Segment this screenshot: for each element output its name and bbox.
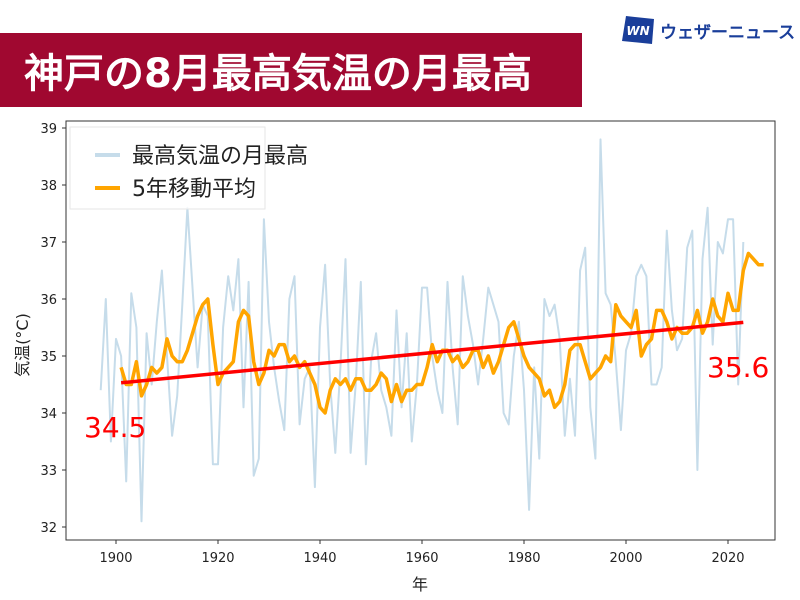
logo-mark-text: WN [626,24,649,38]
title-banner: 神戸の8月最高気温の月最高 [0,33,582,107]
legend: 最高気温の月最高 5年移動平均 [69,126,308,210]
wn-logo-icon: WN [622,16,654,44]
plot-frame [65,120,776,541]
x-tick-label: 1940 [303,551,336,566]
y-tick-label: 32 [40,521,57,536]
series-monthly-max-line [99,138,745,523]
y-tick-label: 36 [40,293,57,308]
page-title: 神戸の8月最高気温の月最高 [24,51,532,97]
weathernews-logo: WN ウェザーニュース [622,14,795,46]
y-axis-label: 気温(°C) [13,313,32,377]
x-tick-label: 2000 [609,551,642,566]
y-axis-ticks: 32 33 34 35 36 37 38 39 [40,122,66,536]
y-tick-label: 37 [40,236,57,251]
x-axis-ticks: 1900 1920 1940 1960 1980 2000 2020 [99,540,745,566]
annotation-end-trend: 35.6 [707,351,769,384]
x-tick-label: 1980 [507,551,540,566]
legend-label-moving-average: 5年移動平均 [132,177,256,202]
x-axis-label: 年 [412,575,428,594]
series-layer [99,138,764,523]
y-tick-label: 38 [40,179,57,194]
x-tick-label: 1960 [405,551,438,566]
legend-box [69,126,266,210]
y-tick-label: 33 [40,464,57,479]
y-tick-label: 39 [40,122,57,137]
x-tick-label: 1900 [99,551,132,566]
logo-text: ウェザーニュース [660,22,796,43]
y-tick-label: 34 [40,407,57,422]
legend-label-monthly-max: 最高気温の月最高 [132,144,308,169]
y-tick-label: 35 [40,350,57,365]
x-tick-label: 1920 [201,551,234,566]
x-tick-label: 2020 [711,551,744,566]
trend-line [120,320,744,385]
annotation-start-trend: 34.5 [84,411,146,444]
